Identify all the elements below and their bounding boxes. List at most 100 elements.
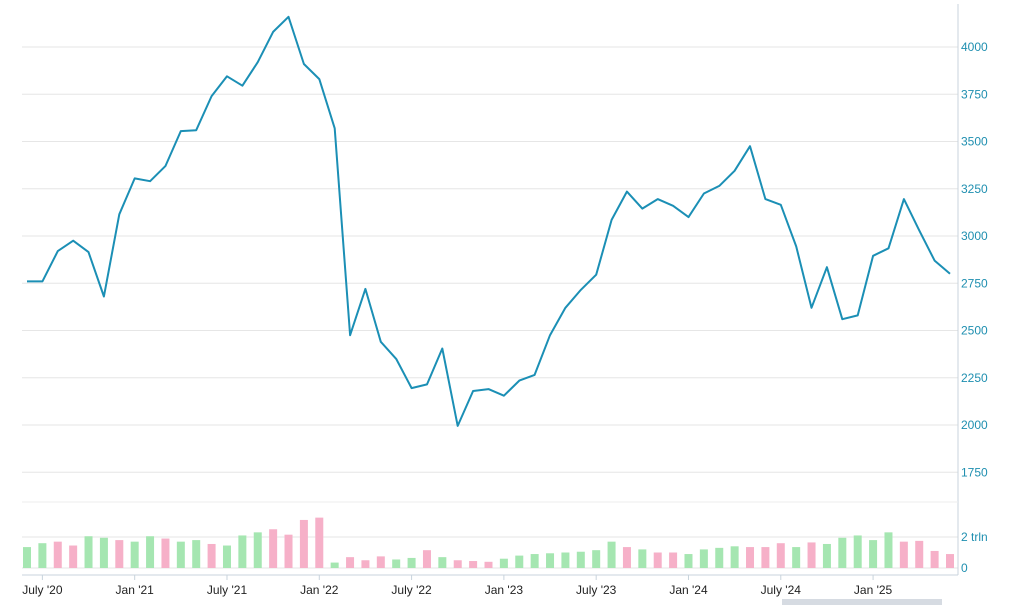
x-tick-label: July '22 — [391, 583, 432, 597]
price-point — [179, 129, 183, 133]
price-point — [225, 74, 229, 78]
volume-bar — [822, 543, 831, 568]
volume-bar — [792, 547, 801, 568]
volume-bar — [576, 551, 585, 568]
price-point — [456, 424, 460, 428]
x-tick-label: July '24 — [761, 583, 802, 597]
volume-bar — [607, 541, 616, 568]
volume-bar — [253, 532, 262, 568]
price-gridlines — [22, 46, 958, 473]
volume-bar — [422, 550, 431, 568]
price-point — [840, 317, 844, 321]
price-tick-label: 3000 — [961, 229, 988, 243]
price-tick-label: 2250 — [961, 371, 988, 385]
volume-bar — [407, 557, 416, 568]
price-y-axis-labels: 1750 2000 2250 2500 2750 3000 3250 3500 3750 4000 — [961, 40, 988, 479]
volume-bar — [622, 547, 631, 568]
price-point — [287, 15, 291, 19]
price-point — [656, 197, 660, 201]
price-point — [886, 246, 890, 250]
price-point — [302, 62, 306, 66]
volume-bar — [69, 545, 78, 568]
x-tick-label: Jan '21 — [116, 583, 155, 597]
x-tick-label: Jan '25 — [854, 583, 893, 597]
price-point — [333, 126, 337, 130]
volume-bar — [930, 550, 939, 568]
volume-bar — [730, 546, 739, 568]
price-point — [87, 250, 91, 254]
volume-bar — [438, 557, 447, 568]
price-tick-label: 4000 — [961, 40, 988, 54]
volume-bar — [884, 532, 893, 568]
volume-bar — [346, 557, 355, 568]
price-point — [717, 184, 721, 188]
volume-bar — [115, 540, 124, 568]
volume-bar — [530, 554, 539, 568]
price-point — [625, 190, 629, 194]
volume-bar — [176, 541, 185, 568]
volume-bar — [38, 543, 47, 568]
price-point — [671, 204, 675, 208]
volume-tick-label: 0 — [961, 561, 968, 575]
price-point — [425, 382, 429, 386]
x-axis-labels: July '20 Jan '21 July '21 Jan '22 July '22 Ja… — [22, 575, 893, 597]
price-point — [56, 249, 60, 253]
price-point — [825, 265, 829, 269]
price-point — [810, 306, 814, 310]
price-point — [794, 244, 798, 248]
price-point — [102, 294, 106, 298]
volume-bar — [23, 547, 31, 568]
volume-bar — [299, 519, 308, 568]
price-point — [25, 279, 29, 283]
price-tick-label: 3500 — [961, 135, 988, 149]
price-tick-label: 2000 — [961, 418, 988, 432]
price-point — [410, 386, 414, 390]
volume-bar — [484, 561, 493, 568]
volume-bar — [515, 555, 524, 568]
price-tick-label: 2750 — [961, 276, 988, 290]
price-point — [471, 389, 475, 393]
x-tick-label: Jan '23 — [485, 583, 524, 597]
navigator-scrollbar[interactable] — [782, 599, 942, 605]
price-point — [563, 306, 567, 310]
price-point — [348, 333, 352, 337]
volume-bar — [684, 554, 693, 568]
volume-bar — [330, 562, 339, 568]
price-point — [686, 215, 690, 219]
volume-bar — [592, 550, 601, 568]
price-point — [548, 333, 552, 337]
volume-bar — [222, 545, 231, 568]
price-point — [948, 272, 952, 276]
price-line — [27, 15, 951, 427]
price-point — [487, 387, 491, 391]
price-point — [702, 191, 706, 195]
volume-bar — [453, 560, 462, 568]
volume-bar — [807, 542, 816, 568]
price-tick-label: 1750 — [961, 465, 988, 479]
x-tick-label: Jan '24 — [669, 583, 708, 597]
volume-bar — [869, 540, 878, 568]
price-point — [394, 357, 398, 361]
price-point — [133, 176, 137, 180]
price-point — [440, 346, 444, 350]
volume-bar — [946, 554, 954, 568]
volume-bar — [99, 537, 108, 568]
price-point — [856, 313, 860, 317]
price-point — [502, 394, 506, 398]
volume-bar — [161, 538, 170, 568]
volume-bar — [499, 558, 508, 568]
price-point — [533, 373, 537, 377]
volume-bar — [146, 536, 155, 568]
price-point — [40, 279, 44, 283]
volume-bar — [192, 540, 201, 568]
volume-y-axis-labels: 0 2 trln — [961, 530, 988, 575]
volume-bar — [699, 549, 708, 568]
price-point — [917, 228, 921, 232]
price-tick-label: 3250 — [961, 182, 988, 196]
volume-bar — [838, 537, 847, 568]
volume-bar — [53, 541, 62, 568]
price-point — [240, 84, 244, 88]
price-point — [71, 239, 75, 243]
volume-bar — [315, 517, 324, 568]
